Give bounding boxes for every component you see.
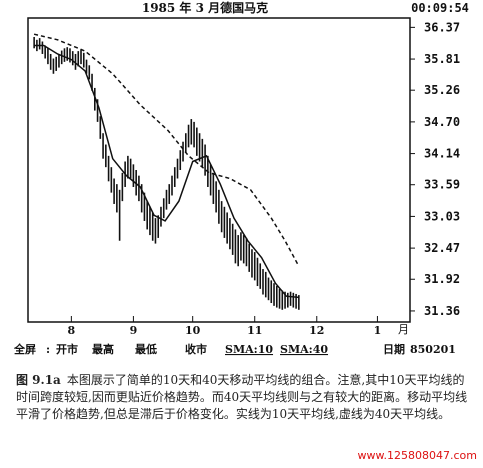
open-button[interactable]: 开市 xyxy=(56,342,78,356)
figure-number: 图 9.1a xyxy=(16,373,61,387)
price-bars xyxy=(33,36,300,310)
y-tick-label-1: 35.81 xyxy=(424,52,460,66)
low-button[interactable]: 最低 xyxy=(135,342,157,356)
sma10-toggle[interactable]: SMA:10 xyxy=(225,343,273,356)
y-tick-label-0: 36.37 xyxy=(424,20,460,34)
x-tick-label-1: 9 xyxy=(130,324,138,337)
watermark: www.125808047.com xyxy=(357,449,477,462)
y-tick-label-9: 31.36 xyxy=(424,304,460,318)
y-tick-label-6: 33.03 xyxy=(424,209,460,223)
chart: 1985 年 3 月德国马克 00:09:54 36.3735.8135.263… xyxy=(13,0,469,356)
y-tick-label-8: 31.92 xyxy=(424,272,460,286)
y-tick-label-7: 32.47 xyxy=(424,241,460,255)
date-value: 850201 xyxy=(410,343,456,356)
x-axis: 8 9 10 11 12 1 xyxy=(68,316,382,337)
x-tick-label-2: 10 xyxy=(185,324,201,337)
moving-average-lines xyxy=(33,33,300,299)
x-tick-label-0: 8 xyxy=(68,324,76,337)
date-label: 日期 xyxy=(383,342,405,356)
sma40-line xyxy=(33,33,300,267)
sma40-toggle[interactable]: SMA:40 xyxy=(280,343,328,356)
y-tick-label-4: 34.14 xyxy=(424,147,460,161)
time-readout: 00:09:54 xyxy=(411,1,469,15)
caption-text: 本图展示了简单的10天和40天移动平均线的组合。注意,其中10天平均线的时间跨度… xyxy=(16,373,468,421)
sma10-line xyxy=(34,44,299,299)
y-tick-label-5: 33.59 xyxy=(424,178,460,192)
x-unit-label: 月 xyxy=(398,323,409,336)
caption: 图 9.1a 本图展示了简单的10天和40天移动平均线的组合。注意,其中10天平均… xyxy=(16,372,468,423)
high-button[interactable]: 最高 xyxy=(92,342,114,356)
close-button[interactable]: 收市 xyxy=(185,342,207,356)
y-axis: 36.37 35.81 35.26 34.70 34.14 33.59 33.03 32.47… xyxy=(410,20,460,318)
y-tick-label-2: 35.26 xyxy=(424,83,460,97)
bottom-bar: 全屏 : 开市 最高 最低 收市 SMA:10 SMA:40 日期 850201 xyxy=(13,342,456,356)
y-tick-label-3: 34.70 xyxy=(424,115,460,129)
x-tick-label-3: 11 xyxy=(247,324,262,337)
x-tick-label-5: 1 xyxy=(374,324,382,337)
fullscreen-button[interactable]: 全屏 xyxy=(13,342,36,356)
plot-frame xyxy=(27,17,411,323)
x-tick-label-4: 12 xyxy=(309,324,324,337)
separator: : xyxy=(46,343,50,356)
chart-title: 1985 年 3 月德国马克 xyxy=(142,0,268,15)
